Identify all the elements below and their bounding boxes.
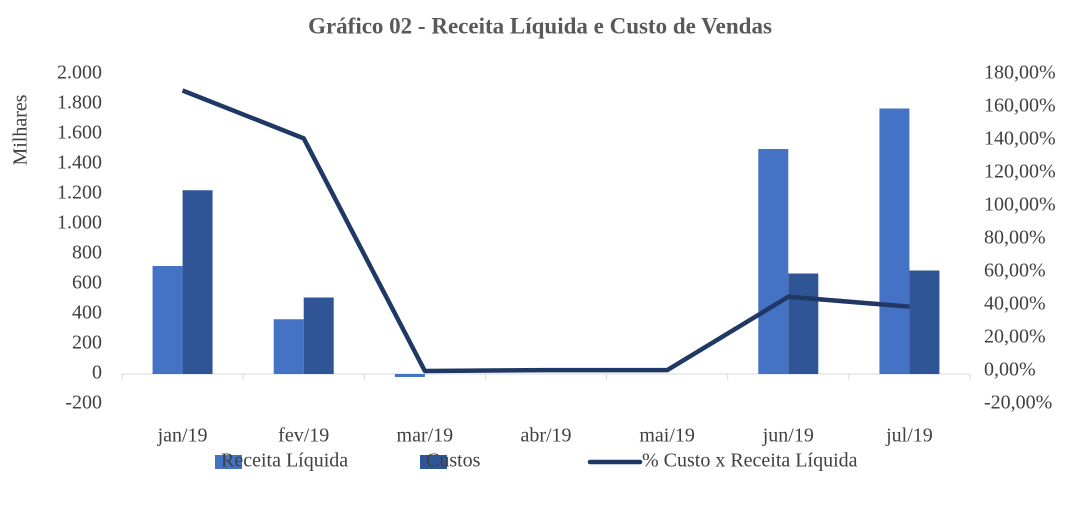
y-tick-label: 200 (72, 332, 102, 354)
y2-tick-label: 140,00% (984, 128, 1056, 150)
line (181, 88, 910, 374)
bar (758, 149, 789, 374)
legend-label: Receita Líquida (221, 450, 348, 472)
x-tick-label: jan/19 (157, 425, 208, 447)
y2-tick-label: 120,00% (984, 161, 1056, 183)
y-tick-label: -200 (65, 392, 102, 414)
bar (152, 266, 183, 374)
bar (879, 108, 910, 374)
y-tick-label: 600 (72, 272, 102, 294)
bar (394, 374, 425, 377)
bar (788, 273, 819, 374)
y-axis-title: Milhares (10, 94, 32, 165)
y2-tick-label: -20,00% (984, 392, 1052, 414)
y-tick-label: 1.600 (57, 122, 102, 144)
y2-tick-label: 0,00% (984, 359, 1036, 381)
x-tick-label: mar/19 (397, 425, 454, 447)
legend-swatch (420, 455, 447, 469)
y-tick-label: 1.000 (57, 212, 102, 234)
x-tick-label: abr/19 (520, 425, 571, 447)
y2-tick-label: 40,00% (984, 293, 1046, 315)
y-tick-label: 1.200 (57, 182, 102, 204)
y2-tick-label: 80,00% (984, 227, 1046, 249)
y-tick-label: 1.400 (57, 152, 102, 174)
y2-tick-label: 60,00% (984, 260, 1046, 282)
y-tick-label: 800 (72, 242, 102, 264)
y2-tick-label: 180,00% (984, 62, 1056, 84)
legend-label: % Custo x Receita Líquida (642, 450, 858, 472)
bar (273, 319, 304, 374)
y2-tick-label: 20,00% (984, 326, 1046, 348)
y-tick-label: 2.000 (57, 62, 102, 84)
chart-title: Gráfico 02 - Receita Líquida e Custo de … (308, 13, 772, 38)
y2-tick-label: 160,00% (984, 95, 1056, 117)
x-tick-label: jun/19 (762, 425, 814, 447)
y-tick-label: 0 (92, 362, 102, 384)
x-tick-label: jul/19 (885, 425, 933, 447)
legend-label: Custos (426, 450, 481, 472)
x-tick-label: fev/19 (278, 425, 329, 447)
x-tick-label: mai/19 (639, 425, 695, 447)
bar (182, 190, 213, 374)
y2-tick-label: 100,00% (984, 194, 1056, 216)
legend-swatch (215, 455, 242, 469)
y-tick-label: 400 (72, 302, 102, 324)
bar (909, 270, 940, 374)
y-tick-label: 1.800 (57, 92, 102, 114)
bar (303, 297, 334, 374)
